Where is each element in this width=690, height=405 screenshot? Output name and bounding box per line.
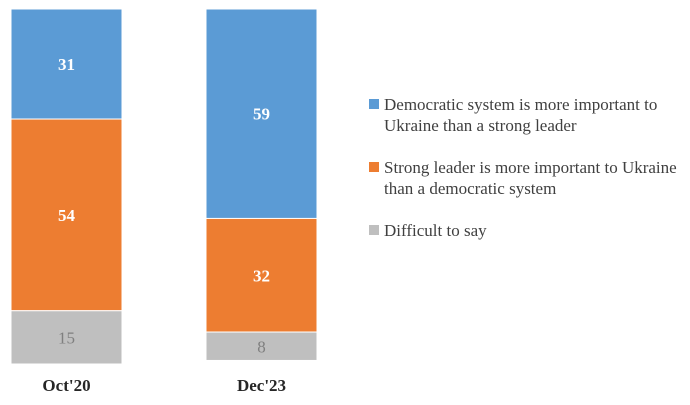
legend-item-strong-leader: Strong leader is more important to Ukrai… xyxy=(369,157,687,199)
data-label-oct-20-3: 15 xyxy=(58,328,75,347)
data-label-dec-23-1: 59 xyxy=(253,105,270,124)
bar-segment-dec-23-1 xyxy=(205,8,318,219)
legend-swatch-difficult xyxy=(369,225,379,235)
bar-segment-oct-20-3 xyxy=(10,310,123,365)
data-label-dec-23-3: 8 xyxy=(257,337,266,356)
bar-segment-oct-20-1 xyxy=(10,8,123,120)
legend-label-strong-leader: Strong leader is more important to Ukrai… xyxy=(384,158,677,198)
bar-segment-dec-23-3 xyxy=(205,331,318,361)
legend-swatch-strong-leader xyxy=(369,162,379,172)
legend: Democratic system is more important to U… xyxy=(369,94,687,241)
category-label-dec-23: Dec'23 xyxy=(237,376,286,395)
legend-label-difficult: Difficult to say xyxy=(384,221,487,240)
legend-swatch-democratic xyxy=(369,99,379,109)
data-label-oct-20-2: 54 xyxy=(58,206,76,225)
bar-segment-dec-23-2 xyxy=(205,217,318,333)
legend-item-democratic: Democratic system is more important to U… xyxy=(369,94,687,136)
legend-item-difficult: Difficult to say xyxy=(369,220,687,241)
legend-label-democratic: Democratic system is more important to U… xyxy=(384,95,658,135)
data-label-oct-20-1: 31 xyxy=(58,55,75,74)
data-label-dec-23-2: 32 xyxy=(253,266,270,285)
category-label-oct-20: Oct'20 xyxy=(42,376,90,395)
